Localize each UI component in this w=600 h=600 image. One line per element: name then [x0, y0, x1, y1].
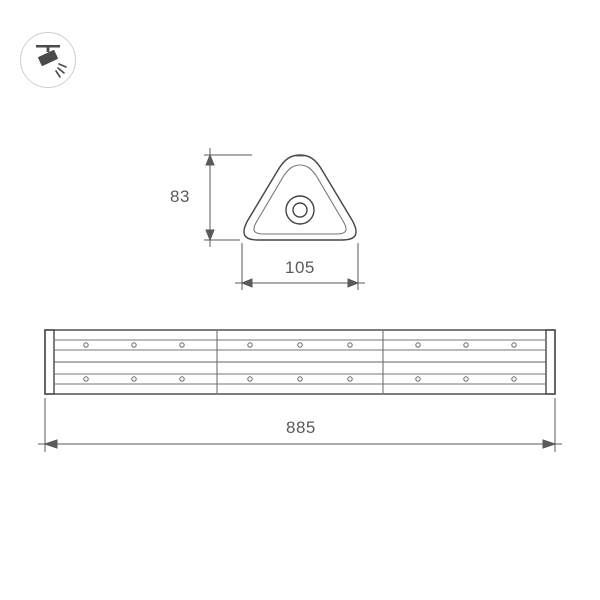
technical-drawing [0, 0, 600, 600]
drawing-canvas: 83 105 885 [0, 0, 600, 600]
label-height: 83 [170, 187, 190, 207]
fixture-front-view [45, 330, 555, 394]
dimension-height-83 [204, 148, 252, 247]
label-endcap-width: 105 [285, 258, 315, 278]
endcap-side-view [244, 155, 356, 240]
label-length: 885 [286, 418, 316, 438]
